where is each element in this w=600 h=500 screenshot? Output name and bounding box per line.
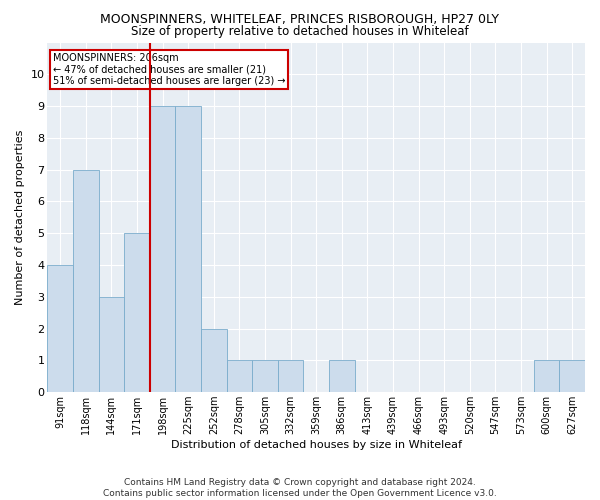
Text: Size of property relative to detached houses in Whiteleaf: Size of property relative to detached ho… (131, 25, 469, 38)
Bar (278, 360, 304, 392)
Bar (227, 360, 252, 392)
Text: Contains HM Land Registry data © Crown copyright and database right 2024.
Contai: Contains HM Land Registry data © Crown c… (103, 478, 497, 498)
Bar (73, 170, 98, 392)
Bar (252, 360, 278, 392)
Bar (329, 360, 355, 392)
Bar (201, 328, 227, 392)
Text: MOONSPINNERS, WHITELEAF, PRINCES RISBOROUGH, HP27 0LY: MOONSPINNERS, WHITELEAF, PRINCES RISBORO… (101, 12, 499, 26)
Bar (98, 297, 124, 392)
Bar (124, 233, 150, 392)
Bar (47, 265, 73, 392)
Bar (559, 360, 585, 392)
Y-axis label: Number of detached properties: Number of detached properties (15, 130, 25, 305)
Bar (175, 106, 201, 392)
X-axis label: Distribution of detached houses by size in Whiteleaf: Distribution of detached houses by size … (170, 440, 461, 450)
Bar (150, 106, 175, 392)
Bar (534, 360, 559, 392)
Text: MOONSPINNERS: 206sqm
← 47% of detached houses are smaller (21)
51% of semi-detac: MOONSPINNERS: 206sqm ← 47% of detached h… (53, 53, 285, 86)
